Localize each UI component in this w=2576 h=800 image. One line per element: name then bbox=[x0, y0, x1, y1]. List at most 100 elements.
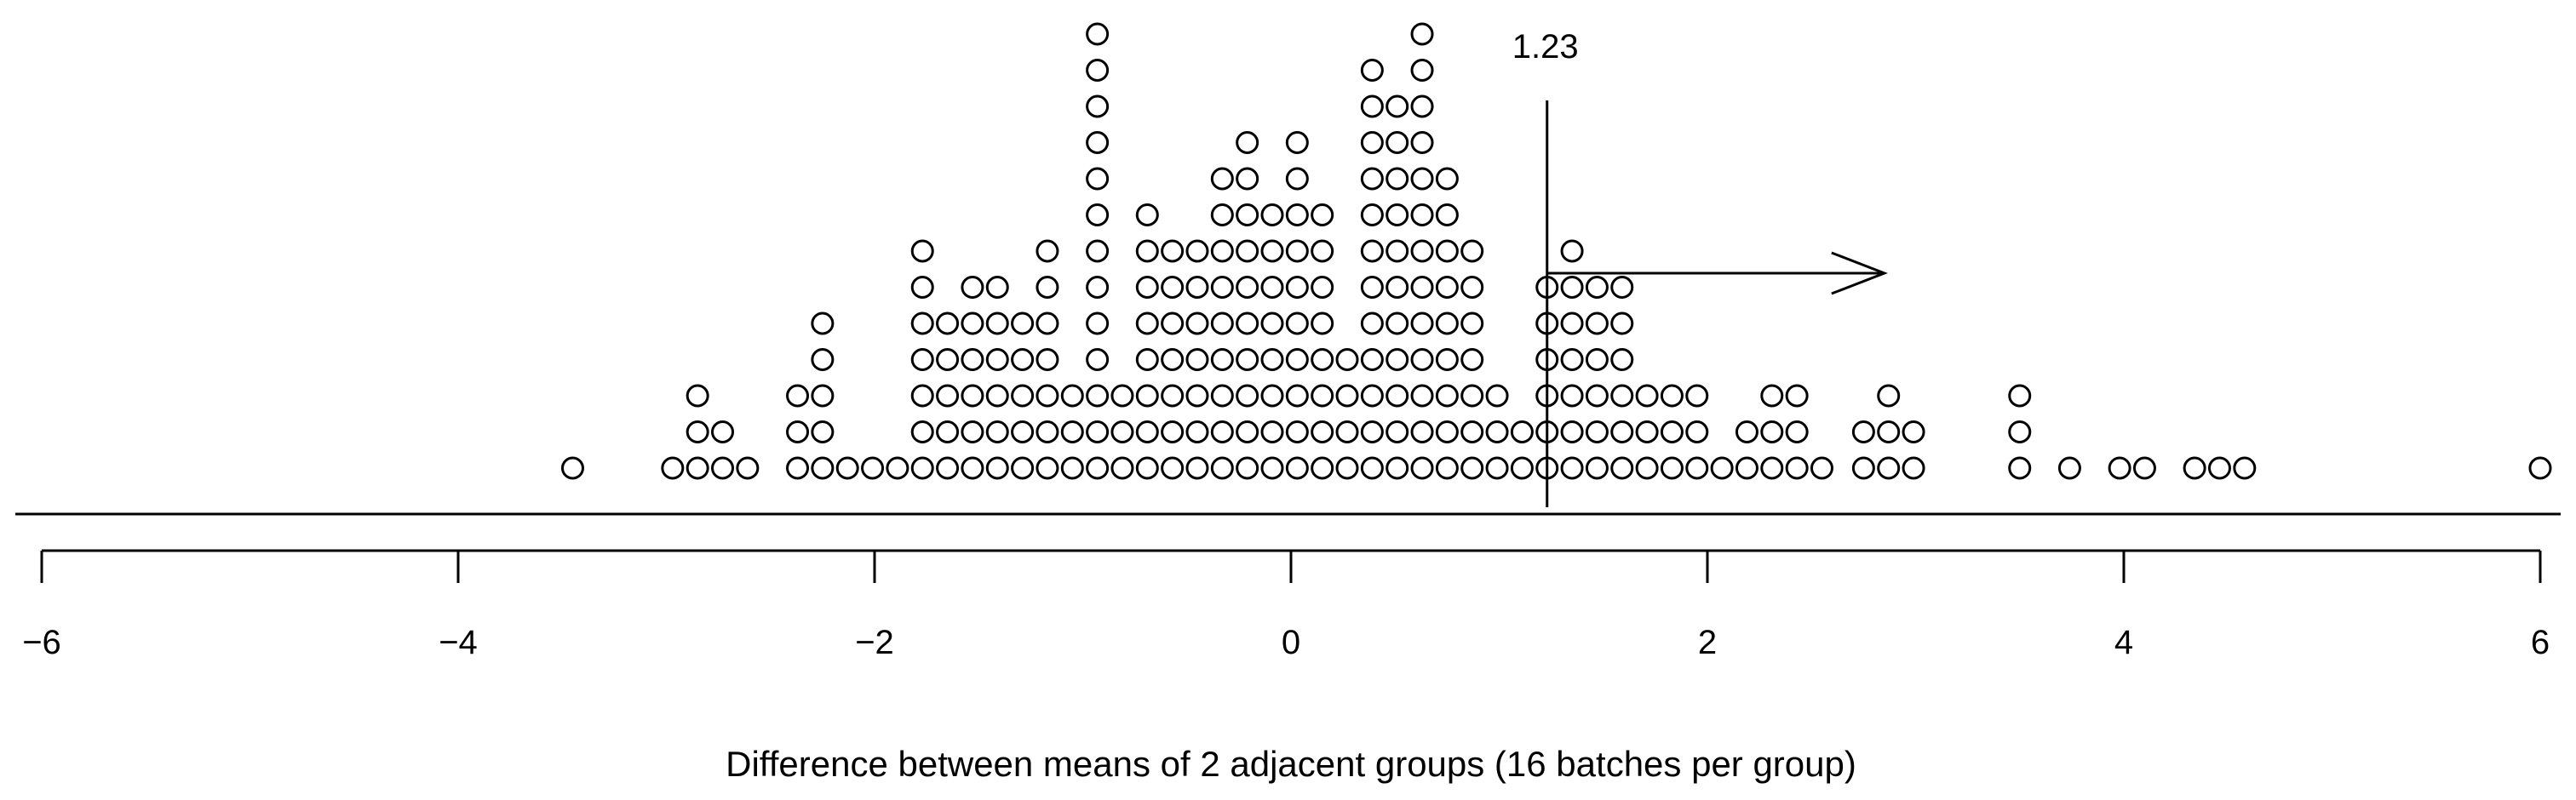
dot-point bbox=[1386, 167, 1409, 191]
dot-point bbox=[1236, 276, 1259, 299]
dot-point bbox=[961, 384, 984, 408]
dot-marks bbox=[560, 22, 2552, 480]
dot-point bbox=[1460, 276, 1484, 299]
dot-point bbox=[2132, 456, 2156, 480]
dot-point bbox=[811, 311, 835, 335]
dot-point bbox=[961, 348, 984, 371]
dot-point bbox=[2183, 456, 2206, 480]
x-tick-label: 2 bbox=[1698, 624, 1717, 661]
dot-point bbox=[1902, 456, 1925, 480]
dot-point bbox=[1210, 311, 1234, 335]
dot-point bbox=[1610, 420, 1634, 443]
dot-point bbox=[1135, 311, 1159, 335]
dot-point bbox=[1435, 239, 1459, 263]
dot-point bbox=[1260, 239, 1284, 263]
dot-point bbox=[1135, 276, 1159, 299]
dot-point bbox=[1460, 239, 1484, 263]
dot-point bbox=[1185, 311, 1209, 335]
dot-point bbox=[1410, 420, 1434, 443]
dot-point bbox=[1386, 311, 1409, 335]
dot-point bbox=[1386, 239, 1409, 263]
dot-point bbox=[1410, 348, 1434, 371]
dot-point bbox=[1585, 420, 1609, 443]
dot-point bbox=[1161, 420, 1185, 443]
dot-point bbox=[1660, 384, 1684, 408]
dot-point bbox=[1236, 384, 1259, 408]
dot-point bbox=[1260, 456, 1284, 480]
dot-point bbox=[1335, 348, 1359, 371]
dot-point bbox=[1660, 456, 1684, 480]
dot-point bbox=[936, 384, 960, 408]
dot-point bbox=[1435, 276, 1459, 299]
dot-point bbox=[1285, 167, 1309, 191]
dot-point bbox=[1585, 311, 1609, 335]
dot-point bbox=[1210, 420, 1234, 443]
dot-point bbox=[1036, 311, 1059, 335]
dot-point bbox=[1610, 456, 1634, 480]
dot-point bbox=[686, 456, 709, 480]
dot-point bbox=[1610, 348, 1634, 371]
dot-point bbox=[786, 384, 810, 408]
dot-point bbox=[1510, 420, 1534, 443]
dot-point bbox=[936, 311, 960, 335]
dot-point bbox=[1785, 456, 1809, 480]
dot-point bbox=[1685, 384, 1709, 408]
dot-point bbox=[1410, 22, 1434, 46]
dot-point bbox=[1460, 348, 1484, 371]
dot-point bbox=[1161, 456, 1185, 480]
dot-point bbox=[1086, 384, 1110, 408]
dot-point bbox=[1135, 239, 1159, 263]
dot-point bbox=[1260, 276, 1284, 299]
dot-point bbox=[936, 420, 960, 443]
dot-point bbox=[1585, 456, 1609, 480]
dot-point bbox=[2108, 456, 2131, 480]
x-tick-label: 6 bbox=[2531, 624, 2550, 661]
dot-point bbox=[985, 420, 1009, 443]
dot-point bbox=[1435, 348, 1459, 371]
dot-point bbox=[1285, 276, 1309, 299]
dot-point bbox=[1851, 456, 1875, 480]
dot-point bbox=[2207, 456, 2231, 480]
dot-point bbox=[1386, 348, 1409, 371]
dot-point bbox=[1360, 131, 1384, 154]
dot-point bbox=[1585, 276, 1609, 299]
dot-point bbox=[2008, 456, 2032, 480]
dot-point bbox=[1360, 203, 1384, 226]
dot-point bbox=[1435, 456, 1459, 480]
dot-point bbox=[1260, 348, 1284, 371]
dot-point bbox=[2528, 456, 2552, 480]
x-axis: −6 −4 −2 0 2 4 6 bbox=[22, 549, 2550, 661]
dot-point bbox=[1685, 420, 1709, 443]
dot-point bbox=[1635, 456, 1659, 480]
dot-point bbox=[1285, 203, 1309, 226]
dot-point bbox=[1386, 456, 1409, 480]
dot-point bbox=[1260, 384, 1284, 408]
dot-point bbox=[1610, 311, 1634, 335]
dot-point bbox=[1236, 167, 1259, 191]
dot-point bbox=[1335, 420, 1359, 443]
dot-point bbox=[1185, 348, 1209, 371]
dot-point bbox=[1185, 384, 1209, 408]
dot-point bbox=[1460, 456, 1484, 480]
dot-point bbox=[1360, 456, 1384, 480]
dot-point bbox=[1135, 203, 1159, 226]
dot-point bbox=[985, 276, 1009, 299]
dot-point bbox=[1086, 203, 1110, 226]
dot-point bbox=[910, 420, 934, 443]
x-tick-label: −2 bbox=[855, 624, 894, 661]
dot-point bbox=[1386, 384, 1409, 408]
dot-point bbox=[1560, 348, 1584, 371]
dot-point bbox=[1386, 203, 1409, 226]
dot-point bbox=[1585, 348, 1609, 371]
dot-point bbox=[1011, 348, 1035, 371]
dot-point bbox=[2008, 420, 2032, 443]
dot-point bbox=[1260, 203, 1284, 226]
dot-point bbox=[1386, 276, 1409, 299]
dot-point bbox=[910, 239, 934, 263]
dot-point bbox=[985, 348, 1009, 371]
dot-point bbox=[1086, 420, 1110, 443]
dot-point bbox=[1410, 456, 1434, 480]
dot-point bbox=[1260, 311, 1284, 335]
dot-point bbox=[1360, 384, 1384, 408]
dot-point bbox=[1236, 131, 1259, 154]
